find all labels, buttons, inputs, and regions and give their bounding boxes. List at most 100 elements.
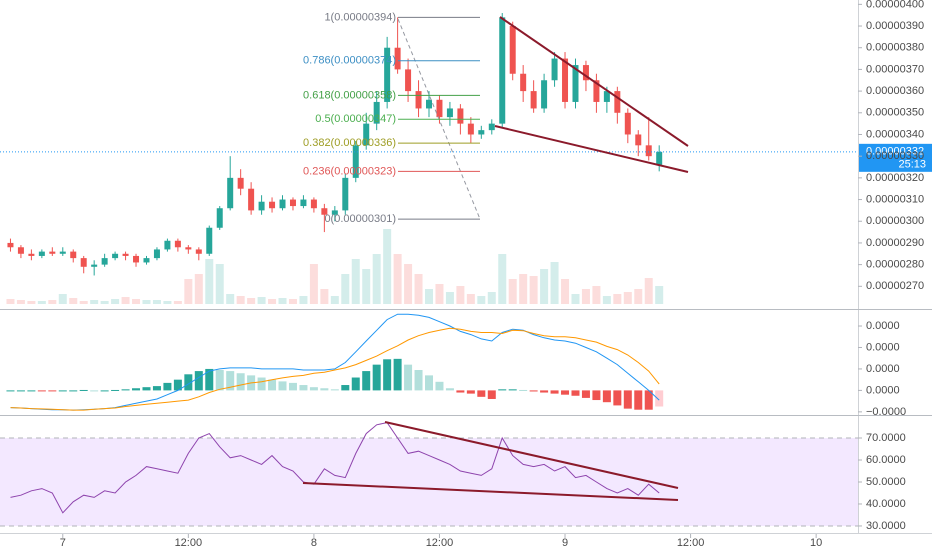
x-tick-label: 8: [311, 537, 317, 549]
volume-bar: [205, 259, 214, 304]
volume-bar: [288, 299, 297, 304]
histogram-bar: [404, 364, 413, 391]
histogram-bar: [121, 389, 130, 391]
volume-bar: [215, 264, 224, 304]
x-tick-label: 12:00: [677, 537, 705, 549]
volume-bar: [100, 301, 109, 304]
histogram-bar: [592, 390, 601, 401]
volume-bar: [278, 298, 287, 304]
candle-body: [164, 240, 171, 250]
histogram-bar: [184, 374, 193, 391]
candle-body: [310, 199, 317, 209]
volume-bar: [27, 301, 36, 304]
volume-bar: [309, 264, 318, 304]
candle-body: [49, 251, 56, 254]
volume-bar: [257, 297, 266, 304]
candle-body: [363, 123, 370, 146]
candle-body: [656, 151, 663, 165]
trend-line: [499, 16, 689, 147]
candle-body: [394, 47, 401, 70]
volume-bar: [414, 274, 423, 304]
rsi-band: [0, 438, 858, 526]
candle-body: [206, 227, 213, 254]
y-tick-label: 0.00000380: [866, 42, 924, 54]
y-tick-label: 0.0000: [866, 320, 900, 332]
volume-bar: [602, 296, 611, 304]
x-tick-label: 7: [60, 537, 66, 549]
candle-body: [59, 251, 66, 254]
histogram-bar: [111, 389, 120, 391]
last-price-box: [859, 143, 932, 172]
candle-body: [530, 91, 537, 109]
y-tick-label: 0.00000320: [866, 172, 924, 184]
candle-body: [446, 108, 453, 118]
volume-bar: [372, 254, 381, 304]
y-tick-label: 50.0000: [866, 476, 906, 488]
candle-body: [28, 253, 35, 256]
histogram-bar: [215, 370, 224, 391]
candle-body: [331, 210, 338, 215]
candle-body: [101, 258, 108, 265]
volume-bar: [644, 278, 653, 304]
x-tick-label: 10: [810, 537, 822, 549]
x-tick-label: 12:00: [175, 537, 203, 549]
y-tick-label: 30.0000: [866, 520, 906, 532]
volume-bar: [561, 279, 570, 304]
histogram-bar: [623, 390, 632, 409]
histogram-bar: [351, 377, 360, 391]
histogram-bar: [16, 390, 25, 392]
fib-label: 0.382(0.00000336): [303, 137, 396, 149]
histogram-bar: [48, 390, 57, 392]
volume-bar: [477, 296, 486, 304]
candle-body: [258, 201, 265, 211]
candle-body: [478, 130, 485, 135]
candle-body: [562, 58, 569, 102]
volume-bar: [79, 301, 88, 304]
y-tick-label: 0.00000340: [866, 128, 924, 140]
y-tick-label: 0.00000330: [866, 150, 924, 162]
candle-body: [342, 177, 349, 211]
x-tick-label: 12:00: [426, 537, 454, 549]
y-tick-label: 0.00000280: [866, 259, 924, 271]
candle-body: [624, 112, 631, 135]
volume-bar: [362, 269, 371, 304]
volume-bar: [6, 299, 15, 304]
volume-bar: [132, 299, 141, 304]
histogram-bar: [466, 390, 475, 394]
volume-bar: [226, 294, 235, 304]
volume-bar: [487, 292, 496, 304]
trend-line: [302, 482, 679, 501]
volume-bar: [592, 286, 601, 304]
candle-body: [551, 58, 558, 81]
volume-bar: [445, 292, 454, 304]
histogram-bar: [69, 390, 78, 392]
histogram-bar: [236, 373, 245, 391]
candle-body: [499, 17, 506, 124]
y-tick-label: 40.0000: [866, 498, 906, 510]
histogram-bar: [613, 390, 622, 406]
histogram-bar: [445, 388, 454, 391]
candle-body: [572, 65, 579, 102]
volume-bar: [142, 300, 151, 304]
histogram-bar: [173, 379, 182, 391]
histogram-bar: [257, 377, 266, 391]
candle-body: [436, 99, 443, 118]
trend-line: [494, 125, 689, 173]
histogram-bar: [540, 390, 549, 393]
histogram-bar: [79, 389, 88, 391]
y-tick-label: 0.00000350: [866, 107, 924, 119]
candle-body: [520, 73, 527, 92]
histogram-bar: [655, 390, 664, 407]
volume-bar: [184, 279, 193, 304]
volume-bar: [581, 289, 590, 304]
volume-bar: [121, 297, 130, 304]
volume-bar: [247, 298, 256, 304]
y-tick-label: 0.00000360: [866, 85, 924, 97]
candle-body: [216, 208, 223, 228]
histogram-bar: [341, 385, 350, 391]
candle-body: [405, 69, 412, 92]
histogram-bar: [435, 381, 444, 391]
histogram-bar: [6, 390, 15, 392]
candle-body: [174, 240, 181, 248]
histogram-bar: [278, 381, 287, 391]
